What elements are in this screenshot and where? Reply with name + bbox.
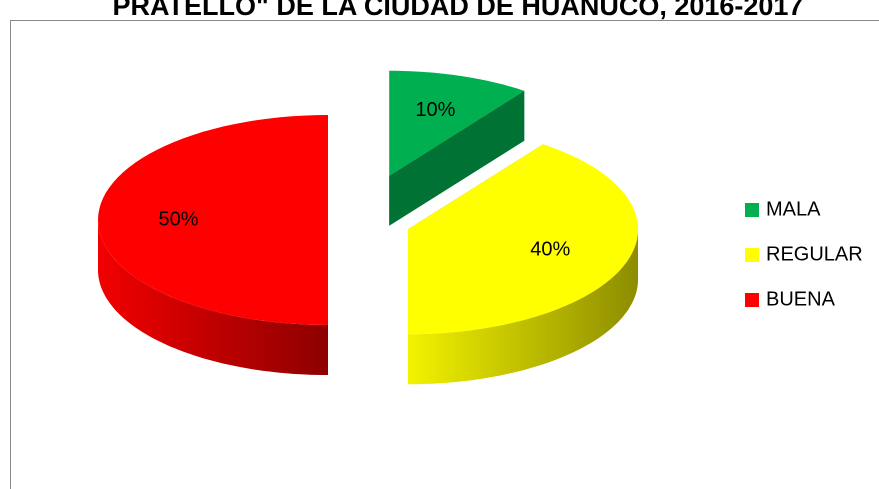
data-label: 10% [415,99,455,121]
chart-title: PRATELLO" DE LA CIUDAD DE HUANUCO, 2016-… [113,0,804,21]
slice-side-shade [408,229,638,385]
legend-swatch [745,248,759,262]
legend-label: REGULAR [766,243,863,265]
legend-swatch [745,293,759,307]
legend-label: MALA [766,198,821,220]
slice-side-shade [98,220,328,375]
slice-wall-shade [389,90,525,226]
pie-slice: 10% [389,70,525,226]
data-label: 50% [158,208,198,230]
legend-label: BUENA [766,288,836,310]
slice-top [98,115,328,325]
pie-slice: 50% [98,115,328,375]
slice-top [408,144,638,335]
slice-top [389,70,525,176]
slice-wall [389,90,525,226]
data-label: 40% [530,239,570,261]
pie-slice: 40% [408,144,638,385]
legend-swatch [745,203,759,217]
